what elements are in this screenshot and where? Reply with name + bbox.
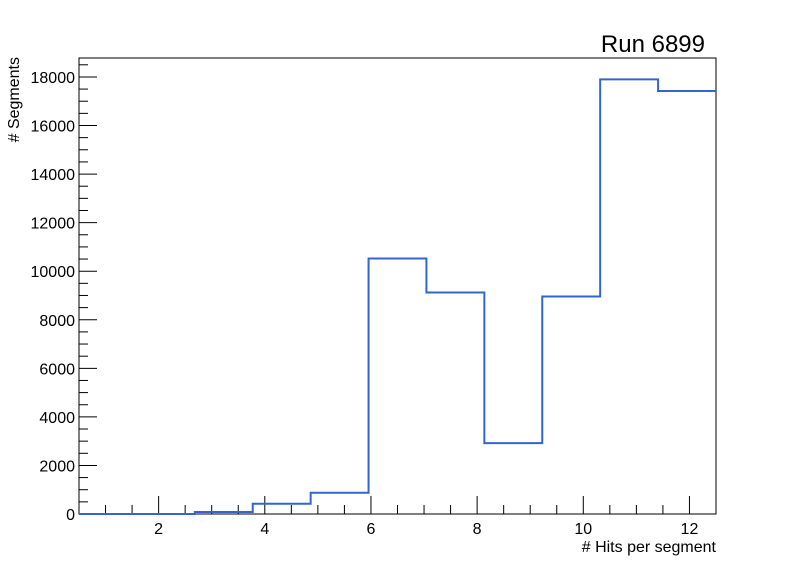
y-tick-label: 10000 <box>31 264 76 281</box>
x-tick-label: 2 <box>154 521 163 538</box>
chart-title: Run 6899 <box>601 31 705 58</box>
y-tick-label: 2000 <box>39 458 75 475</box>
x-tick-label: 8 <box>473 521 482 538</box>
y-axis-label: # Segments <box>6 57 23 142</box>
plot-frame <box>78 57 717 515</box>
y-tick-label: 0 <box>66 507 75 524</box>
histogram-line <box>79 78 716 515</box>
y-tick-label: 14000 <box>31 167 76 184</box>
y-tick-label: 16000 <box>31 119 76 136</box>
y-tick-label: 8000 <box>39 313 75 330</box>
y-tick-label: 18000 <box>31 70 76 87</box>
x-tick-label: 6 <box>367 521 376 538</box>
y-tick-label: 12000 <box>31 216 76 233</box>
y-tick-label: 6000 <box>39 361 75 378</box>
y-tick-label: 4000 <box>39 410 75 427</box>
x-tick-label: 4 <box>260 521 269 538</box>
x-axis-label: # Hits per segment <box>582 539 717 556</box>
x-tick-label: 10 <box>574 521 592 538</box>
x-tick-label: 12 <box>681 521 699 538</box>
